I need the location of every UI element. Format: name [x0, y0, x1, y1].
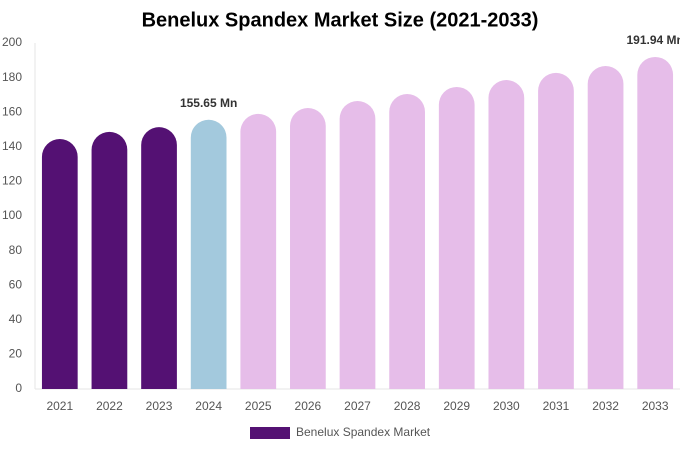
x-tick-label: 2024	[195, 399, 222, 413]
bar	[339, 100, 376, 390]
bar	[41, 139, 78, 389]
bar	[389, 94, 425, 389]
bar	[488, 80, 525, 389]
y-tick-label: 120	[2, 174, 22, 188]
bar	[538, 72, 574, 390]
x-tick-label: 2025	[245, 399, 272, 413]
x-tick-label: 2033	[642, 399, 669, 413]
bar	[91, 131, 128, 390]
bar	[141, 127, 177, 390]
bar	[438, 86, 475, 390]
x-tick-label: 2023	[146, 399, 173, 413]
y-tick-label: 80	[9, 243, 23, 257]
x-tick-label: 2026	[295, 399, 322, 413]
bar	[290, 108, 326, 389]
x-tick-label: 2030	[493, 399, 520, 413]
bar	[587, 66, 624, 389]
data-label: 155.65 Mn	[180, 96, 237, 110]
bar	[240, 113, 277, 390]
bar	[637, 56, 674, 390]
x-tick-label: 2032	[592, 399, 619, 413]
x-tick-label: 2021	[46, 399, 73, 413]
x-tick-label: 2031	[543, 399, 570, 413]
y-tick-label: 200	[2, 35, 22, 49]
y-tick-label: 100	[2, 208, 22, 222]
y-tick-label: 160	[2, 104, 22, 118]
y-tick-label: 140	[2, 139, 22, 153]
y-tick-label: 60	[9, 277, 23, 291]
y-tick-label: 180	[2, 70, 22, 84]
data-label: 191.94 Mn	[627, 33, 680, 47]
x-tick-label: 2029	[443, 399, 470, 413]
legend-swatch	[250, 427, 290, 439]
chart-title: Benelux Spandex Market Size (2021-2033)	[142, 9, 539, 31]
x-tick-label: 2027	[344, 399, 371, 413]
legend-label: Benelux Spandex Market	[296, 425, 431, 439]
x-tick-label: 2022	[96, 399, 123, 413]
y-tick-label: 0	[15, 381, 22, 395]
x-tick-label: 2028	[394, 399, 421, 413]
y-tick-label: 40	[9, 312, 23, 326]
bar	[190, 119, 227, 390]
y-tick-label: 20	[9, 347, 23, 361]
